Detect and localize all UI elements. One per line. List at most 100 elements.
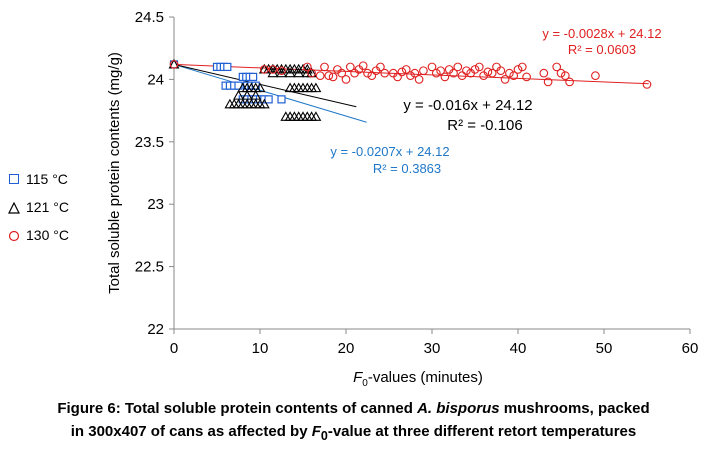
data-point-square	[249, 72, 258, 82]
data-point-circle	[367, 71, 377, 81]
data-point-circle	[440, 72, 450, 82]
triangle-marker-icon	[8, 201, 20, 214]
data-point-circle	[337, 68, 347, 78]
data-point-circle	[513, 65, 523, 74]
data-point-circle	[358, 61, 368, 71]
data-point-circle	[496, 66, 506, 76]
axes: 0 10 20 30 40 50 60 22 22.5 23 23.5 24 24.5 Total sol…	[106, 9, 698, 389]
data-point-triangle	[254, 82, 266, 93]
y-axis-label: Total soluble protein contents (mg/g)	[106, 52, 123, 294]
legend-item-130: 130 °C	[8, 221, 69, 249]
data-point-circle	[307, 68, 316, 78]
data-point-circle	[363, 68, 372, 78]
data-point-triangle	[250, 90, 262, 100]
data-point-circle	[277, 66, 286, 76]
y-tick-label: 23	[147, 196, 164, 213]
trend-equation-label: y = -0.016x + 24.12	[403, 97, 532, 114]
x-tick-label: 30	[424, 340, 441, 357]
caption-line-2: in 300x407 of cans as affected by F0-val…	[70, 423, 637, 443]
circle-marker-icon	[8, 229, 20, 242]
data-point-circle	[453, 62, 463, 72]
data-point-circle	[315, 71, 325, 81]
data-point-circle	[449, 68, 458, 78]
legend-item-115: 115 °C	[8, 165, 69, 193]
data-point-circle	[259, 65, 269, 74]
trendline	[173, 63, 367, 123]
trend-equation-label: y = -0.0207x + 24.12	[330, 144, 449, 159]
x-tick-label: 50	[596, 340, 613, 357]
y-tick-label: 24.5	[135, 9, 164, 26]
data-point-circle	[427, 62, 437, 72]
data-point-circle	[556, 68, 566, 78]
data-point-circle	[500, 75, 510, 84]
y-tick-label: 24	[147, 71, 164, 88]
data-point-circle	[517, 62, 527, 72]
data-point-circle	[397, 67, 407, 77]
y-tick-label: 22.5	[135, 259, 164, 276]
x-tick-label: 60	[682, 340, 699, 357]
data-point-circle	[345, 62, 355, 72]
data-point-circle	[401, 65, 411, 74]
data-point-circle	[380, 68, 390, 78]
legend-label: 121 °C	[26, 199, 69, 215]
data-point-triangle	[233, 90, 244, 100]
data-point-square	[223, 62, 232, 72]
trend-r2-label: R² = 0.3863	[373, 161, 441, 176]
data-point-circle	[560, 71, 570, 81]
scatter-chart: 0 10 20 30 40 50 60 22 22.5 23 23.5 24 24.5 Total sol…	[106, 9, 698, 389]
trend-r2-label: R² = 0.0603	[568, 42, 636, 57]
data-point-circle	[543, 77, 553, 87]
data-point-circle	[462, 66, 471, 76]
data-point-triangle	[284, 67, 296, 78]
data-points	[168, 58, 652, 121]
data-point-circle	[457, 71, 467, 81]
data-point-square	[264, 95, 273, 104]
data-point-circle	[419, 66, 428, 76]
figure-caption: Figure 6: Total soluble protein contents…	[0, 397, 707, 448]
data-point-circle	[436, 66, 445, 76]
data-point-circle	[414, 75, 424, 84]
data-point-circle	[483, 67, 493, 77]
y-tick-label: 22	[147, 321, 164, 338]
data-point-circle	[509, 71, 519, 81]
data-point-circle	[431, 68, 441, 78]
legend: 115 °C 121 °C 130 °C	[8, 165, 69, 249]
data-point-triangle	[258, 98, 270, 109]
data-point-circle	[591, 71, 600, 81]
x-tick-label: 40	[510, 340, 527, 357]
caption-line-1: Figure 6: Total soluble protein contents…	[57, 400, 650, 417]
data-point-circle	[268, 65, 278, 74]
trend-equation-label: y = -0.0028x + 24.12	[542, 26, 661, 41]
data-point-circle	[393, 72, 402, 82]
data-point-circle	[410, 68, 420, 78]
data-point-triangle	[293, 67, 305, 78]
data-point-triangle	[284, 82, 296, 93]
data-point-circle	[539, 68, 549, 78]
square-marker-icon	[9, 174, 19, 184]
y-tick-label: 23.5	[135, 134, 164, 151]
data-point-triangle	[241, 90, 253, 100]
data-point-triangle	[276, 67, 287, 78]
data-point-circle	[642, 80, 652, 89]
data-point-circle	[376, 62, 385, 72]
x-axis-label: F0-values (minutes)	[353, 369, 483, 389]
data-point-triangle	[310, 82, 322, 93]
data-point-circle	[320, 62, 329, 72]
data-point-circle	[474, 62, 484, 72]
legend-label: 115 °C	[26, 171, 68, 187]
data-point-circle	[406, 71, 415, 81]
trend-annotations: y = -0.0207x + 24.12 R² = 0.3863 y = -0.01…	[330, 26, 661, 176]
data-point-triangle	[310, 111, 322, 121]
data-point-circle	[522, 72, 531, 82]
data-point-circle	[324, 71, 334, 81]
data-point-circle	[552, 62, 562, 72]
data-point-circle	[302, 62, 312, 72]
data-point-circle	[169, 60, 179, 69]
data-point-circle	[328, 72, 338, 82]
data-point-square	[234, 81, 243, 90]
data-point-circle	[341, 75, 351, 84]
data-point-circle	[487, 68, 497, 78]
data-point-circle	[505, 68, 514, 78]
trendline	[173, 63, 357, 108]
trend-r2-label: R² = -0.106	[447, 117, 522, 134]
